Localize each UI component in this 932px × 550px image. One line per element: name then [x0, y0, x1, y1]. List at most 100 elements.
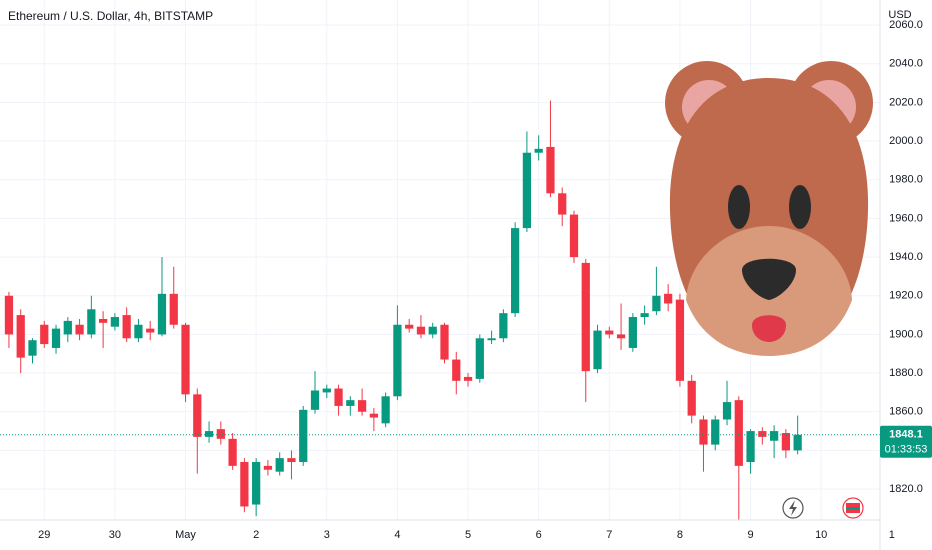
candle-body: [4, 295, 14, 335]
last-price-box: [880, 425, 932, 458]
x-tick-label: 6: [536, 529, 542, 541]
candle-body: [299, 409, 308, 463]
candle-body: [699, 419, 708, 445]
candle-body: [240, 462, 249, 507]
bear-emoji: [665, 61, 873, 356]
y-tick-label: 1900.0: [889, 328, 923, 340]
candle-body: [169, 293, 178, 325]
x-tick-label: 7: [606, 529, 612, 541]
candle-body: [51, 328, 61, 348]
y-tick-label: 2060.0: [889, 19, 923, 31]
candle-body: [87, 309, 96, 335]
candle-body: [28, 340, 37, 356]
candle-body: [98, 318, 108, 323]
candle-body: [616, 334, 626, 339]
candle-body: [452, 359, 461, 381]
x-tick-label: 1: [889, 529, 895, 541]
candle-body: [204, 431, 214, 437]
candle-body: [334, 388, 343, 406]
candle-body: [157, 293, 167, 335]
candle-body: [546, 146, 555, 194]
candle-body: [16, 315, 25, 358]
y-tick-label: 2020.0: [889, 96, 923, 108]
x-tick-label: 9: [748, 529, 754, 541]
candle-body: [263, 465, 273, 470]
candle-body: [393, 324, 402, 397]
candle-body: [216, 429, 225, 439]
candle-body: [640, 313, 649, 318]
y-tick-label: 1960.0: [889, 212, 923, 224]
plot-area: [0, 100, 880, 520]
x-tick-label: 10: [815, 529, 827, 541]
candle-body: [369, 413, 378, 418]
candle-body: [734, 400, 743, 466]
candle-body: [593, 330, 602, 370]
x-tick-label: 3: [324, 529, 330, 541]
x-tick-label: May: [175, 529, 196, 541]
candle-body: [440, 324, 449, 360]
candle-body: [310, 390, 320, 410]
candle-body: [134, 324, 143, 339]
candle-body: [511, 228, 520, 314]
candle-body: [381, 396, 390, 424]
candle-body: [652, 295, 661, 312]
candle-body: [628, 317, 637, 348]
candle-body: [287, 458, 296, 463]
candle-body: [605, 330, 614, 335]
y-tick-label: 1820.0: [889, 483, 923, 495]
y-tick-label: 2040.0: [889, 58, 923, 70]
x-tick-label: 30: [109, 529, 121, 541]
candle-body: [581, 262, 590, 372]
x-tick-label: 8: [677, 529, 683, 541]
x-tick-label: 29: [38, 529, 50, 541]
candle-body: [781, 433, 790, 451]
y-axis-label: USD: [888, 9, 911, 21]
candle-body: [252, 462, 261, 505]
candle-body: [463, 376, 473, 381]
candle-body: [75, 324, 84, 335]
candle-body: [346, 400, 355, 406]
y-tick-label: 1860.0: [889, 406, 923, 418]
candle-body: [569, 214, 579, 258]
y-tick-label: 2000.0: [889, 135, 923, 147]
replay-icon[interactable]: [782, 497, 804, 519]
candle-body: [228, 438, 237, 466]
candle-body: [405, 324, 414, 329]
candle-body: [558, 193, 567, 215]
candle-body: [769, 431, 779, 441]
candle-body: [40, 324, 49, 345]
candle-body: [793, 434, 802, 451]
candle-body: [758, 431, 767, 437]
candle-body: [487, 338, 496, 341]
y-tick-label: 1920.0: [889, 290, 923, 302]
flag-icon[interactable]: [842, 497, 864, 519]
candle-body: [746, 431, 755, 463]
candle-body: [181, 324, 190, 395]
candle-body: [499, 313, 508, 339]
candle-body: [722, 402, 732, 420]
y-tick-label: 1980.0: [889, 174, 923, 186]
candle-body: [675, 299, 685, 381]
candle-body: [534, 148, 543, 153]
candle-body: [146, 328, 155, 333]
candle-body: [322, 388, 331, 393]
candle-body: [122, 315, 131, 339]
candle-body: [416, 326, 426, 335]
y-tick-label: 1940.0: [889, 251, 923, 263]
candle-body: [522, 152, 532, 229]
x-tick-label: 5: [465, 529, 471, 541]
candle-body: [428, 326, 437, 335]
countdown-label: 01:33:53: [885, 444, 928, 456]
x-tick-label: 2: [253, 529, 259, 541]
candle-body: [275, 458, 284, 472]
candle-body: [110, 317, 120, 327]
candle-body: [357, 400, 367, 412]
candle-body: [193, 394, 202, 437]
candle-body: [63, 320, 72, 335]
candle-body: [475, 338, 484, 379]
candle-body: [664, 293, 673, 304]
candle-body: [711, 419, 720, 445]
last-price-label: 1848.1: [889, 429, 923, 441]
